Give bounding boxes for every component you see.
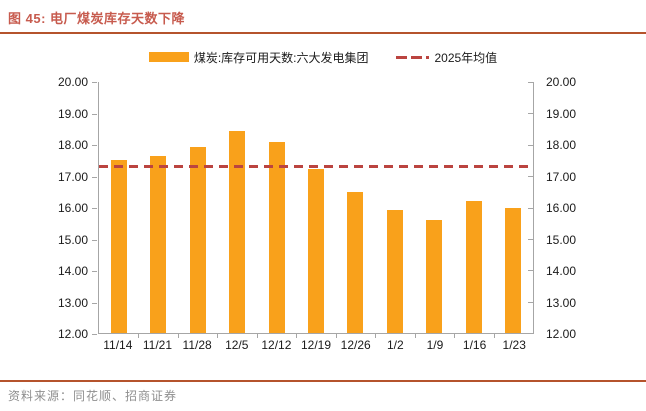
y-tick-label-right: 16.00 xyxy=(546,201,577,215)
title-divider xyxy=(0,32,646,34)
mean-dashed-line xyxy=(99,165,533,169)
bar-category xyxy=(454,82,493,333)
y-axis-left: 20.00 19.00 18.00 17.00 16.00 15.00 14.00 13.00… xyxy=(2,76,98,340)
x-tick-label: 12/12 xyxy=(261,338,292,352)
legend-item-mean-line: 2025年均值 xyxy=(396,49,497,66)
bar-category xyxy=(217,82,256,333)
bar-category xyxy=(178,82,217,333)
bar-series-label: 煤炭:库存可用天数:六大发电集团 xyxy=(193,50,369,65)
dashed-line-swatch-icon xyxy=(396,55,430,59)
y-axis-tick xyxy=(528,207,533,209)
y-tick-label-right: 18.00 xyxy=(546,138,577,152)
bar xyxy=(268,141,285,333)
x-axis-tick xyxy=(256,334,258,338)
y-axis-tick xyxy=(92,271,97,272)
y-axis-tick xyxy=(528,333,533,334)
y-axis-right: 20.00 19.00 18.00 17.00 16.00 15.00 14.00 13.00… xyxy=(534,76,644,340)
x-axis-tick xyxy=(414,334,416,338)
bar-category xyxy=(336,82,375,333)
bar xyxy=(505,207,522,333)
y-axis-tick xyxy=(92,239,97,241)
x-axis-tick xyxy=(335,334,337,338)
x-axis-tick xyxy=(138,334,140,338)
y-axis-tick xyxy=(92,334,97,335)
y-axis-tick xyxy=(528,113,533,115)
y-tick-label-right: 14.00 xyxy=(546,264,577,278)
y-tick-label-left: 13.00 xyxy=(57,295,88,310)
figure-title: 图 45: 电厂煤炭库存天数下降 xyxy=(8,11,186,26)
y-axis-tick xyxy=(528,301,533,303)
x-axis-tick xyxy=(296,334,298,338)
y-tick-label-left: 19.00 xyxy=(57,106,88,121)
source-note: 资料来源：同花顺、招商证券 xyxy=(8,389,178,403)
bar-category xyxy=(494,82,533,333)
y-tick-label-left: 16.00 xyxy=(57,201,88,215)
y-tick-label-right: 20.00 xyxy=(546,75,577,89)
bar-series-swatch-icon xyxy=(148,52,189,62)
y-tick-label-left: 20.00 xyxy=(57,75,88,89)
bar xyxy=(386,209,403,333)
bar-category xyxy=(138,82,177,333)
y-tick-label-left: 14.00 xyxy=(57,264,88,278)
y-axis-tick xyxy=(92,176,97,178)
y-tick-label-right: 12.00 xyxy=(546,327,577,341)
y-axis-tick xyxy=(92,302,97,304)
bar xyxy=(150,155,167,333)
bar-category xyxy=(296,82,335,333)
y-tick-label-right: 13.00 xyxy=(546,295,577,310)
bar xyxy=(307,169,324,333)
y-axis-tick xyxy=(528,144,533,146)
source-divider xyxy=(0,380,646,382)
bar-category xyxy=(99,82,138,333)
x-axis-tick xyxy=(493,334,495,338)
y-tick-label-right: 19.00 xyxy=(546,106,577,121)
bar-category xyxy=(375,82,414,333)
x-axis-tick xyxy=(177,334,179,338)
y-tick-label-left: 18.00 xyxy=(57,138,88,152)
x-tick-label: 1/23 xyxy=(502,338,526,352)
y-tick-label-left: 17.00 xyxy=(57,169,88,184)
x-tick-label: 12/26 xyxy=(340,338,371,352)
y-axis-tick xyxy=(92,82,97,83)
x-tick-label: 12/5 xyxy=(225,338,249,352)
y-axis-tick xyxy=(92,113,97,115)
y-tick-label-right: 15.00 xyxy=(546,232,577,247)
x-tick-label: 1/9 xyxy=(426,338,444,352)
x-tick-label: 12/19 xyxy=(301,338,332,352)
x-axis-tick xyxy=(454,334,456,338)
bar xyxy=(189,146,206,333)
y-axis-tick xyxy=(528,238,533,240)
y-axis-tick xyxy=(528,270,533,272)
plot-area xyxy=(98,82,534,338)
chart-legend: 煤炭:库存可用天数:六大发电集团 2025年均值 xyxy=(0,48,646,66)
x-axis-tick xyxy=(375,334,377,338)
y-tick-label-left: 12.00 xyxy=(57,327,88,341)
x-tick-label: 11/21 xyxy=(142,338,173,352)
bar xyxy=(229,130,246,333)
bar xyxy=(426,220,443,333)
chart-area: 20.00 19.00 18.00 17.00 16.00 15.00 14.00 13.00… xyxy=(0,76,646,354)
legend-item-bar-series: 煤炭:库存可用天数:六大发电集团 xyxy=(148,49,369,66)
mean-line-label: 2025年均值 xyxy=(434,50,498,65)
y-axis-tick xyxy=(92,145,97,146)
bar xyxy=(347,191,364,333)
bar xyxy=(465,201,482,333)
bar-series xyxy=(99,82,533,333)
x-tick-label: 1/2 xyxy=(386,338,404,352)
x-tick-label: 11/28 xyxy=(182,338,212,352)
y-axis-tick xyxy=(528,82,533,83)
x-tick-label: 1/16 xyxy=(462,338,487,352)
bar-category xyxy=(415,82,454,333)
x-tick-label: 11/14 xyxy=(103,338,133,352)
bar xyxy=(110,160,127,333)
y-tick-label-left: 15.00 xyxy=(57,232,88,247)
y-axis-tick xyxy=(92,208,97,209)
x-axis-labels: 11/14 11/21 11/28 12/5 12/12 12/19 12/26 1/2 1/9… xyxy=(98,338,534,354)
y-axis-tick xyxy=(528,176,533,178)
bar-category xyxy=(257,82,296,333)
x-axis-tick xyxy=(217,334,219,338)
y-tick-label-right: 17.00 xyxy=(546,169,577,184)
